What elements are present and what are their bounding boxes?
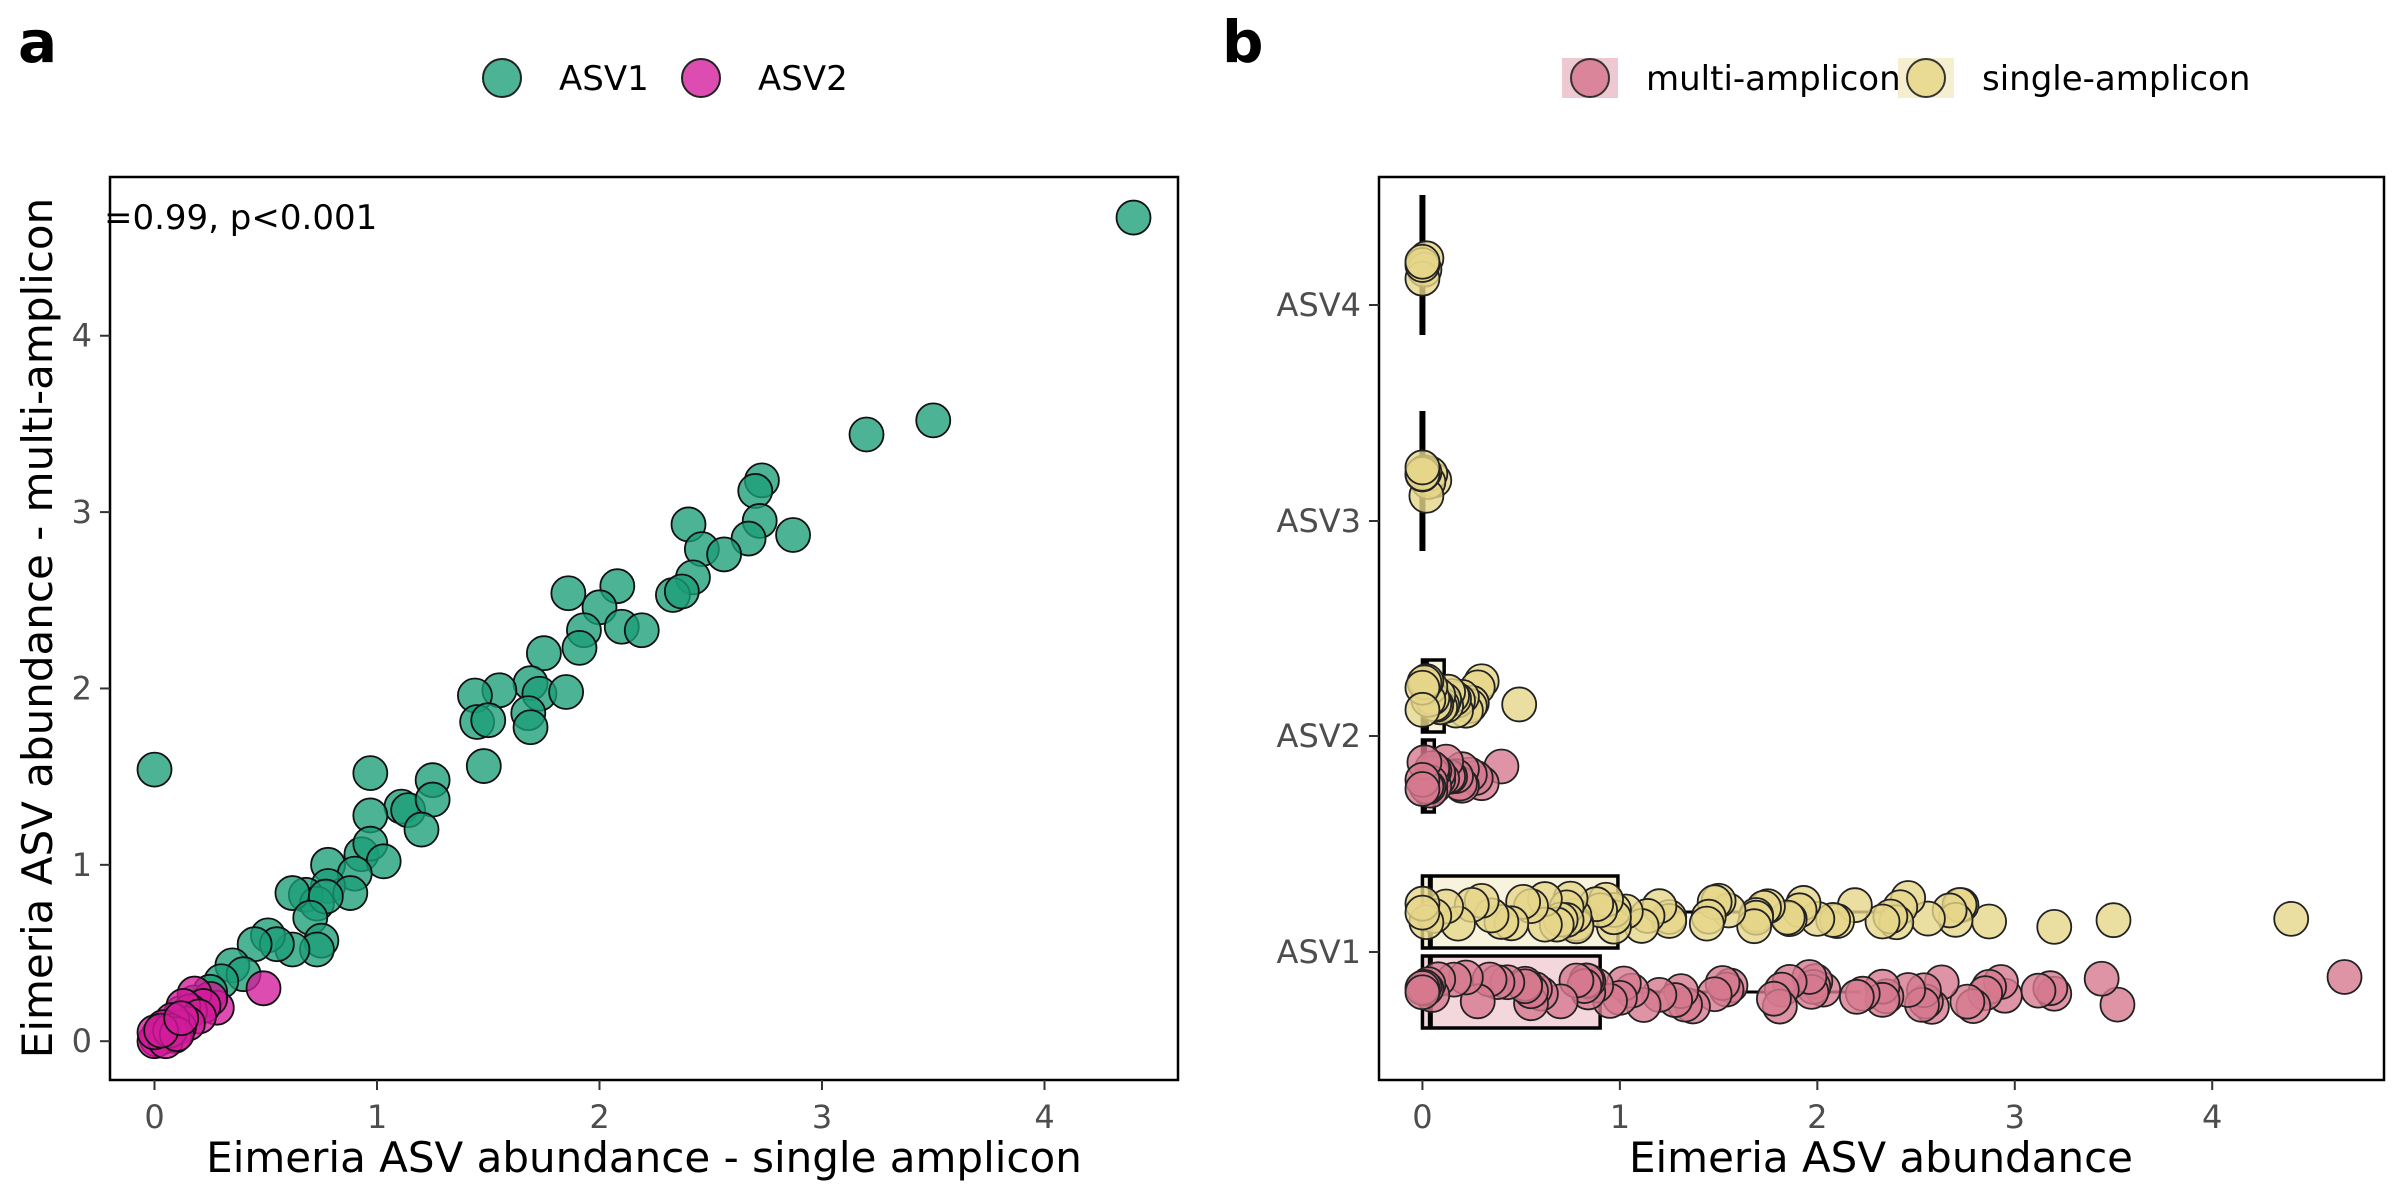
data-point-asv1-37 [414,781,451,818]
data-point-single-amplicon-asv2-0 [1501,686,1538,723]
y-tick-label-asv3: ASV3 [1277,502,1361,540]
data-point-asv1-11 [706,536,742,573]
y-tick-label-2: 2 [72,669,92,707]
y-tick-label-asv1: ASV1 [1277,933,1361,971]
data-point-asv1-3 [848,416,885,453]
data-point-multi-amplicon-asv1-2 [2083,960,2120,997]
panel-a-label: a [18,8,57,76]
data-point-multi-amplicon-asv1-11 [1949,983,1986,1020]
panel-a-x-axis-title: Eimeria ASV abundance - single amplicon [206,1133,1082,1182]
data-point-multi-amplicon-asv1-31 [1755,980,1792,1017]
panel-b-label: b [1222,8,1264,76]
data-point-asv1-0 [136,751,173,788]
data-point-asv2-0 [245,970,282,1007]
data-point-multi-amplicon-asv1-0 [2326,959,2363,995]
data-point-multi-amplicon-asv1-1 [2099,986,2136,1023]
data-point-asv1-1 [1115,199,1152,236]
y-tick-label-1: 1 [72,846,92,884]
panel-b: b multi-amplicon single-amplicon 0 1 2 3 4 ASV… [1222,8,2386,1182]
panel-b-x-axis-title: Eimeria ASV abundance [1629,1133,2133,1182]
data-point-multi-amplicon-asv1-71 [1404,974,1441,1011]
data-point-asv1-30 [470,702,507,739]
data-point-asv1-19 [623,612,660,649]
panel-a-points [136,199,1152,1060]
legend-label-asv2: ASV2 [758,59,848,99]
data-point-asv1-21 [525,635,562,672]
x-tick-label-b-0: 0 [1412,1098,1432,1136]
legend-key-asv1 [482,58,522,98]
data-point-single-amplicon-asv1-26 [1736,908,1773,945]
data-point-asv1-2 [915,402,952,439]
data-point-single-amplicon-asv4-4 [1404,243,1441,280]
data-point-single-amplicon-asv1-66 [1404,894,1441,931]
panel-a: a ASV1 ASV2 =0.99, p<0.001 0 1 2 3 4 0 1 2 3 4 Eim… [13,8,1180,1182]
data-point-asv1-25 [548,674,585,710]
data-point-single-amplicon-asv2-25 [1404,691,1441,728]
panel-b-plot-border [1377,175,2386,1082]
panel-a-y-axis-title: Eimeria ASV abundance - multi-amplicon [13,198,62,1058]
data-point-asv1-15 [550,575,587,612]
x-tick-label-b-4: 4 [2202,1098,2222,1136]
panel-a-correlation-annotation: =0.99, p<0.001 [104,198,377,238]
x-tick-label-0: 0 [144,1098,164,1136]
data-point-asv1-32 [465,748,502,784]
data-point-multi-amplicon-asv1-22 [1838,978,1875,1015]
data-point-asv1-39 [403,811,440,848]
data-point-asv1-14 [663,573,700,610]
legend-label-single-amplicon: single-amplicon [1982,59,2250,99]
data-point-multi-amplicon-asv1-5 [2020,972,2057,1009]
data-point-asv1-33 [352,755,389,792]
data-point-asv1-5 [737,473,774,509]
data-point-single-amplicon-asv1-1 [2095,902,2132,939]
data-point-multi-amplicon-asv2-24 [1404,771,1441,807]
data-point-single-amplicon-asv3-7 [1404,449,1441,486]
legend-key-multi-amplicon [1570,58,1610,98]
data-point-asv1-22 [561,630,598,666]
data-point-single-amplicon-asv1-2 [2036,908,2073,945]
x-tick-label-1: 1 [367,1098,387,1136]
legend-label-asv1: ASV1 [559,59,649,99]
x-tick-label-b-1: 1 [1610,1098,1630,1136]
y-tick-label-4: 4 [72,317,92,355]
data-point-asv1-7 [775,517,811,553]
panel-b-legend: multi-amplicon single-amplicon [1562,58,2250,99]
x-tick-label-b-3: 3 [2005,1098,2025,1136]
data-point-single-amplicon-asv1-31 [1688,905,1725,942]
panel-a-plot-border [108,175,1180,1082]
legend-key-single-amplicon [1906,58,1946,98]
panel-a-ticks: 0 1 2 3 4 0 1 2 3 4 [72,317,1055,1136]
y-tick-label-3: 3 [72,493,92,531]
panel-a-legend: ASV1 ASV2 [482,58,848,99]
x-tick-label-b-2: 2 [1807,1098,1827,1136]
panel-b-ticks: 0 1 2 3 4 ASV1 ASV2 ASV3 ASV4 [1277,286,2223,1136]
data-point-single-amplicon-asv1-13 [1864,903,1901,940]
panel-b-marks [1404,195,2363,1030]
data-point-asv2-23 [163,1000,200,1037]
y-tick-label-0: 0 [72,1022,92,1060]
legend-label-multi-amplicon: multi-amplicon [1646,59,1901,99]
data-point-asv1-31 [512,709,549,746]
data-point-single-amplicon-asv1-0 [2273,900,2310,937]
y-tick-label-asv2: ASV2 [1277,717,1361,755]
legend-key-asv2 [681,58,721,98]
x-tick-label-4: 4 [1034,1098,1054,1136]
x-tick-label-3: 3 [812,1098,832,1136]
x-tick-label-2: 2 [589,1098,609,1136]
y-tick-label-asv4: ASV4 [1277,286,1361,324]
